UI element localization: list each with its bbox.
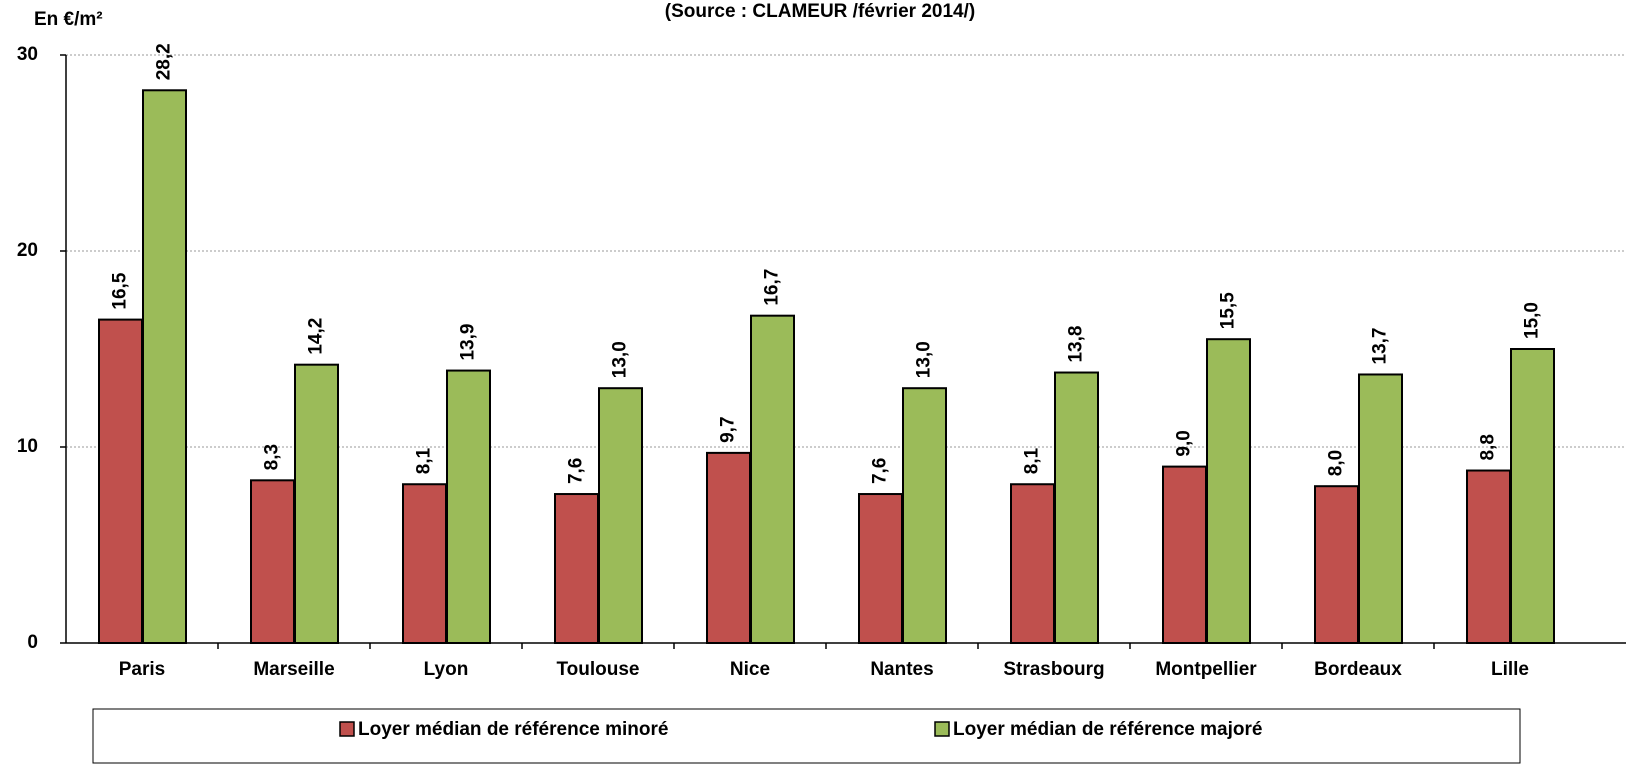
legend-swatch — [934, 721, 950, 737]
data-label: 16,5 — [110, 272, 131, 309]
bar — [1206, 338, 1251, 644]
bar — [1466, 469, 1511, 644]
x-tick-label: Montpellier — [1155, 659, 1257, 680]
x-tick-label: Lyon — [424, 659, 469, 680]
data-label: 8,8 — [1478, 434, 1499, 460]
data-label: 13,0 — [914, 341, 935, 378]
data-label: 15,5 — [1218, 292, 1239, 329]
bar — [598, 387, 643, 645]
y-tick-label: 30 — [17, 44, 38, 65]
bar — [98, 318, 143, 644]
data-label: 28,2 — [154, 43, 175, 80]
bar — [706, 451, 751, 644]
bar — [1510, 348, 1555, 644]
data-label: 13,9 — [458, 324, 479, 361]
bar — [750, 314, 795, 644]
bar — [1314, 485, 1359, 645]
y-axis-label: En €/m² — [34, 9, 103, 30]
bar — [446, 369, 491, 644]
legend-label: Loyer médian de référence minoré — [358, 719, 668, 740]
x-tick-label: Nice — [730, 659, 770, 680]
x-tick-label: Paris — [119, 659, 165, 680]
x-tick-label: Marseille — [253, 659, 334, 680]
data-label: 14,2 — [306, 318, 327, 355]
bar — [1358, 373, 1403, 644]
legend-label: Loyer médian de référence majoré — [953, 719, 1262, 740]
chart-title: (Source : CLAMEUR /février 2014/) — [665, 1, 975, 22]
data-label: 7,6 — [870, 458, 891, 484]
bar — [902, 387, 947, 645]
x-tick-label: Strasbourg — [1003, 659, 1104, 680]
legend-swatch — [339, 721, 355, 737]
y-tick-label: 20 — [17, 240, 38, 261]
data-label: 9,7 — [718, 416, 739, 442]
x-tick-label: Toulouse — [556, 659, 639, 680]
data-label: 13,7 — [1370, 327, 1391, 364]
data-label: 7,6 — [566, 458, 587, 484]
bar — [294, 363, 339, 644]
y-tick-label: 10 — [17, 436, 38, 457]
bar — [142, 89, 187, 644]
x-tick-label: Lille — [1491, 659, 1529, 680]
bar — [1054, 371, 1099, 644]
x-tick-label: Bordeaux — [1314, 659, 1402, 680]
bar — [1010, 483, 1055, 644]
data-label: 8,3 — [262, 444, 283, 470]
data-label: 13,8 — [1066, 326, 1087, 363]
data-label: 9,0 — [1174, 430, 1195, 456]
x-tick-label: Nantes — [870, 659, 933, 680]
data-label: 8,1 — [1022, 447, 1043, 474]
bar — [554, 493, 599, 645]
data-label: 16,7 — [762, 269, 783, 306]
y-tick-label: 0 — [27, 632, 38, 653]
data-label: 13,0 — [610, 341, 631, 378]
bar — [402, 483, 447, 644]
data-label: 8,1 — [414, 447, 435, 474]
bar — [1162, 465, 1207, 644]
data-label: 8,0 — [1326, 450, 1347, 476]
bar — [858, 493, 903, 645]
data-label: 15,0 — [1522, 302, 1543, 339]
bar — [250, 479, 295, 644]
legend-box — [92, 708, 1521, 764]
